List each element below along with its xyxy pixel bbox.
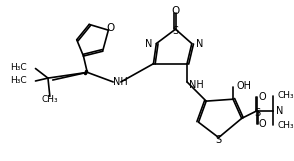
Text: N: N xyxy=(196,39,203,49)
Text: N: N xyxy=(276,106,284,116)
Text: CH₃: CH₃ xyxy=(41,95,58,104)
Text: H₃C: H₃C xyxy=(10,63,27,72)
Text: S: S xyxy=(173,26,178,36)
Text: CH₃: CH₃ xyxy=(277,91,294,100)
Text: S: S xyxy=(216,135,222,145)
Text: O: O xyxy=(106,23,114,33)
Text: NH: NH xyxy=(113,77,128,87)
Text: NH: NH xyxy=(189,80,204,90)
Text: O: O xyxy=(171,6,180,16)
Text: O: O xyxy=(258,92,266,102)
Text: O: O xyxy=(258,119,266,129)
Text: S: S xyxy=(254,108,260,118)
Text: N: N xyxy=(145,39,153,49)
Text: OH: OH xyxy=(237,81,252,91)
Text: CH₃: CH₃ xyxy=(277,121,294,130)
Text: H₃C: H₃C xyxy=(10,76,27,85)
